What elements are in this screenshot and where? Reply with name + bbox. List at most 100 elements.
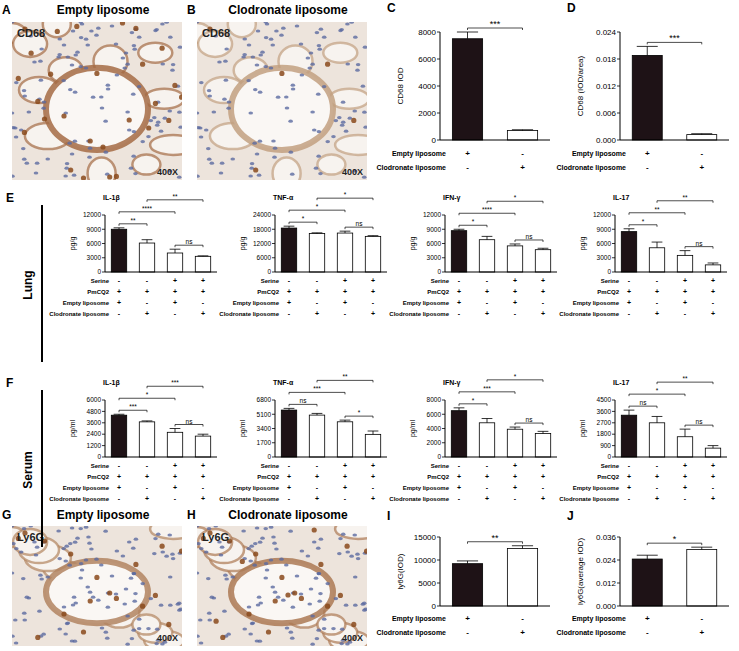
sig-label: ** — [491, 533, 499, 543]
nucleus — [87, 542, 92, 545]
nucleus — [204, 128, 209, 131]
nucleus — [89, 547, 94, 550]
nucleus — [57, 557, 62, 560]
y-tick-label: 0.000 — [596, 602, 617, 611]
stained-cell — [100, 144, 105, 149]
stained-cell — [285, 592, 290, 597]
nucleus — [67, 142, 72, 145]
sig-bracket — [459, 213, 515, 215]
nucleus — [140, 140, 145, 143]
nucleus — [253, 88, 258, 91]
nucleus — [22, 612, 27, 615]
y-tick-label: 10000 — [414, 556, 437, 565]
condition-name: Clodronate liposome — [219, 311, 279, 317]
nucleus — [80, 22, 85, 25]
nucleus — [178, 126, 182, 129]
y-axis-label: ly6G(IOD) — [396, 553, 405, 589]
nucleus — [317, 572, 322, 575]
stained-cell — [120, 22, 125, 26]
condition-sign: + — [343, 288, 347, 295]
nucleus — [362, 111, 367, 114]
nucleus — [70, 152, 75, 155]
nucleus — [290, 173, 295, 176]
nucleus — [14, 81, 19, 84]
nucleus — [12, 175, 15, 178]
nucleus — [62, 605, 67, 608]
stained-cell — [48, 72, 53, 77]
nucleus — [264, 562, 269, 565]
nucleus — [73, 53, 78, 56]
nucleus — [13, 618, 18, 621]
y-tick-label: 0.036 — [596, 533, 617, 542]
error-bar — [512, 546, 533, 549]
nucleus — [257, 596, 262, 599]
nucleus — [127, 128, 132, 131]
condition-sign: - — [684, 495, 687, 502]
nucleus — [312, 128, 317, 131]
nucleus — [12, 635, 15, 638]
sig-bracket — [629, 394, 685, 396]
sig-bracket — [459, 404, 487, 406]
stained-cell — [94, 575, 99, 580]
nucleus — [167, 533, 172, 536]
condition-name: Clodronate liposome — [219, 496, 279, 502]
sig-bracket — [515, 423, 543, 425]
nucleus — [91, 596, 96, 599]
sig-bracket — [317, 380, 373, 382]
y-tick-label: 12000 — [253, 240, 271, 247]
nucleus — [132, 48, 137, 51]
nucleus — [325, 582, 330, 585]
sig-label: *** — [171, 379, 179, 386]
error-bar — [652, 416, 663, 422]
y-tick-label: 6000 — [427, 240, 442, 247]
nucleus — [85, 43, 90, 46]
condition-sign: + — [371, 473, 375, 480]
nucleus — [160, 62, 165, 65]
y-tick-label: 12000 — [423, 211, 441, 218]
image-title: Clodronate liposome — [228, 508, 348, 522]
nucleus — [285, 626, 290, 629]
bar — [507, 131, 537, 140]
nucleus — [197, 526, 199, 528]
condition-sign: - — [316, 299, 319, 306]
condition-sign: + — [541, 310, 545, 317]
condition-name: Serine — [431, 278, 450, 284]
sig-label: * — [514, 194, 517, 201]
nucleus — [315, 637, 320, 640]
y-tick-label: 9000 — [427, 226, 442, 233]
condition-sign: + — [145, 473, 149, 480]
nucleus — [310, 643, 315, 646]
alveolus — [138, 43, 172, 63]
sig-label: ns — [640, 399, 648, 406]
nucleus — [132, 130, 137, 133]
bar — [337, 233, 352, 272]
condition-sign: + — [541, 288, 545, 295]
nucleus — [114, 592, 119, 595]
condition-sign: + — [117, 299, 121, 306]
y-tick-label: 8000 — [418, 28, 436, 37]
condition-sign: - — [521, 614, 524, 623]
nucleus — [70, 526, 75, 529]
stained-cell — [88, 598, 93, 603]
nucleus — [331, 627, 336, 630]
nucleus — [291, 606, 296, 609]
y-axis-label: pg/ml — [409, 420, 417, 438]
error-bar — [457, 561, 478, 564]
y-axis-label: pg/g — [239, 237, 247, 251]
nucleus — [223, 60, 228, 63]
nucleus — [322, 618, 327, 621]
y-tick-label: 0.012 — [596, 579, 617, 588]
sig-label: ** — [682, 194, 688, 201]
condition-name: Clodronate liposome — [559, 311, 619, 317]
airway — [46, 68, 148, 150]
nucleus — [79, 36, 84, 39]
nucleus — [258, 91, 263, 94]
condition-sign: + — [513, 484, 517, 491]
y-tick-label: 6000 — [87, 240, 102, 247]
nucleus — [88, 591, 93, 594]
nucleus — [34, 553, 39, 556]
nucleus — [242, 627, 247, 630]
condition-sign: - — [174, 495, 177, 502]
nucleus — [226, 633, 231, 636]
condition-sign: + — [655, 310, 659, 317]
